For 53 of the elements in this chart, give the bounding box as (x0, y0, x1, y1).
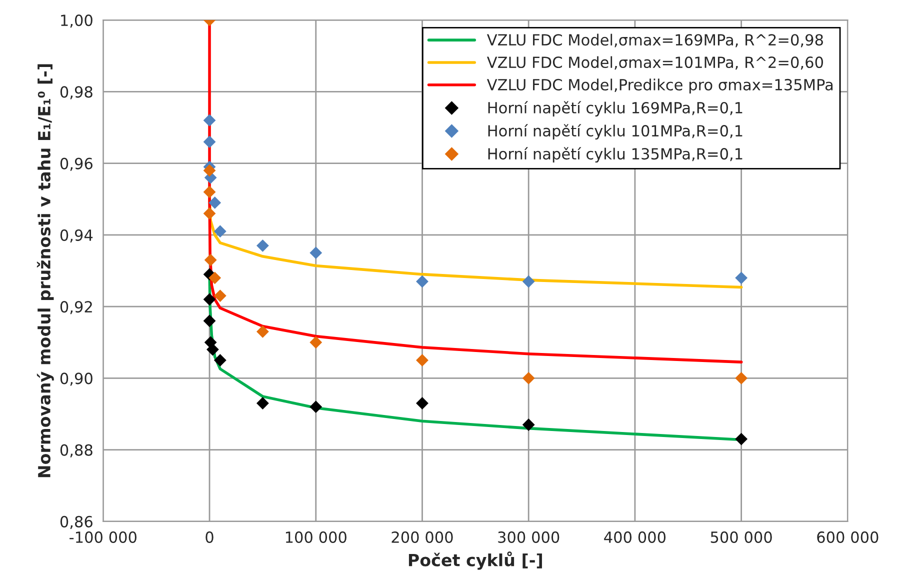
x-axis-title: Počet cyklů [-] (408, 551, 542, 570)
point (203, 186, 216, 198)
point (208, 272, 222, 284)
point (735, 432, 748, 446)
point (256, 397, 269, 410)
point (310, 400, 322, 414)
point (522, 418, 535, 431)
point (206, 343, 219, 356)
legend-label: VZLU FDC Model,σmax=101MPa, R^2=0,60 (486, 56, 823, 70)
x-tick-label: 600 000 (817, 531, 878, 543)
point (522, 275, 535, 288)
point (203, 314, 216, 328)
point (256, 239, 269, 252)
x-tick-label: 500 000 (710, 531, 772, 543)
point (203, 114, 216, 127)
point (256, 325, 269, 338)
y-tick-label: 0,94 (60, 229, 93, 243)
y-axis-title: Normovaný modul pružnosti v tahu E₁/E₁⁰ [-] (36, 64, 54, 478)
x-tick-label: 200 000 (392, 531, 453, 543)
y-tick-label: 0,98 (60, 86, 92, 100)
x-tick-label: -100 000 (70, 531, 136, 543)
point (735, 272, 748, 284)
legend-label: VZLU FDC Model,σmax=169MPa, R^2=0,98 (486, 34, 823, 48)
point (203, 136, 216, 148)
point (735, 372, 748, 384)
x-tick-label: 100 000 (286, 531, 346, 543)
point (204, 254, 217, 266)
y-tick-label: 1,00 (61, 14, 92, 28)
point (214, 290, 226, 302)
legend-label: Horní napětí cyklu 101MPa,R=0,1 (488, 124, 742, 140)
legend-label: Horní napětí cyklu 169MPa,R=0,1 (488, 101, 742, 116)
point (416, 397, 428, 410)
legend-label: Horní napětí cyklu 135MPa,R=0,1 (488, 147, 742, 163)
x-tick-label: 0 (206, 531, 214, 543)
point (416, 354, 428, 366)
point (203, 164, 216, 177)
point (203, 293, 216, 306)
y-tick-label: 0,96 (60, 158, 92, 171)
point (208, 196, 222, 209)
point (310, 336, 322, 349)
point (310, 246, 322, 260)
x-tick-label: 400 000 (604, 531, 666, 543)
y-tick-label: 0,92 (60, 301, 92, 314)
point (214, 354, 226, 366)
point (416, 275, 428, 288)
legend-label: VZLU FDC Model,Predikce pro σmax=135MPa (486, 78, 833, 94)
point (203, 207, 216, 220)
y-tick-label: 0,86 (60, 516, 92, 530)
point (522, 372, 535, 384)
y-tick-label: 0,90 (60, 372, 92, 386)
y-tick-label: 0,88 (60, 444, 92, 458)
x-tick-label: 300 000 (498, 531, 560, 543)
point (214, 225, 226, 238)
